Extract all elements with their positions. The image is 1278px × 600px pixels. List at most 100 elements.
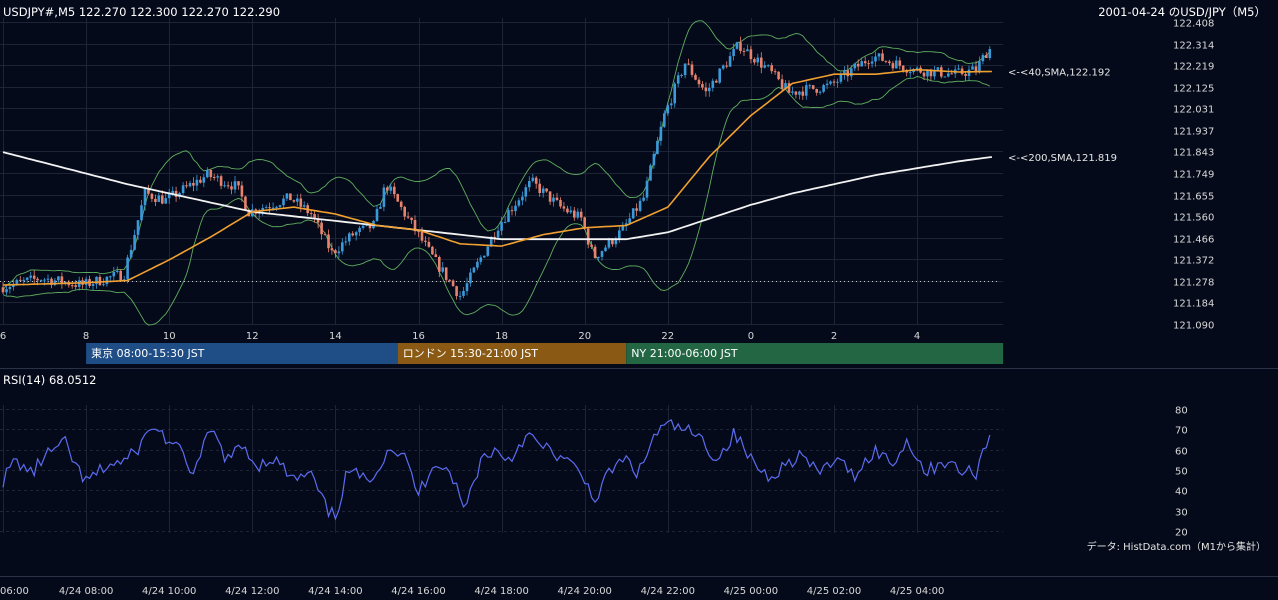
candle-body	[216, 176, 219, 178]
candle-body	[36, 278, 39, 281]
price-tick-label: 121.184	[1173, 299, 1214, 310]
candle-body	[593, 246, 597, 258]
time-tick-label: 4/25 00:00	[724, 586, 778, 597]
candle-body	[559, 200, 562, 207]
price-tick-label: 121.372	[1173, 256, 1214, 267]
candle-body	[244, 196, 247, 211]
candle-body	[663, 113, 666, 127]
candle-body	[223, 185, 226, 187]
candle-body	[957, 68, 960, 70]
candle-body	[604, 247, 607, 252]
candle-body	[486, 246, 490, 256]
sma40-line	[2, 68, 992, 286]
candle-body	[268, 207, 271, 209]
price-tick-label: 121.560	[1173, 213, 1214, 224]
price-panel: 122.408 122.314 122.219 122.125 122.031 121.9…	[0, 19, 1214, 342]
time-tick-label: 4/24 18:00	[474, 586, 528, 597]
candle-body	[264, 207, 268, 209]
candle-body	[597, 256, 600, 258]
candle-body	[929, 69, 933, 77]
candle-body	[704, 87, 708, 92]
candle-body	[237, 181, 240, 186]
candle-body	[666, 105, 670, 114]
candle-body	[240, 185, 244, 197]
candle-body	[278, 205, 282, 207]
candle-body	[853, 63, 857, 69]
candle-body	[749, 49, 753, 60]
candle-body	[756, 57, 760, 63]
hour-tick-label: 0	[748, 331, 754, 342]
candle-body	[451, 280, 455, 287]
rsi-line	[2, 419, 991, 521]
candle-body	[985, 55, 988, 58]
candle-body	[974, 66, 978, 72]
candle-body	[410, 217, 413, 220]
candle-body	[354, 232, 358, 236]
candle-body	[649, 165, 652, 181]
candle-body	[320, 222, 323, 235]
candle-body	[441, 267, 444, 272]
candle-body	[136, 220, 140, 235]
candle-body	[863, 61, 867, 64]
candle-body	[850, 68, 853, 77]
candle-body	[74, 285, 77, 287]
candle-body	[735, 42, 739, 49]
candle-body	[444, 267, 448, 280]
candle-body	[732, 48, 735, 57]
candle-body	[642, 197, 645, 201]
candle-body	[143, 188, 147, 206]
candle-body	[129, 249, 133, 258]
rsi-tick-label: 70	[1175, 426, 1188, 437]
candle-body	[493, 236, 496, 238]
candle-body	[621, 225, 625, 231]
candle-body	[555, 197, 559, 200]
candle-body	[815, 89, 818, 93]
price-tick-label: 121.090	[1173, 321, 1214, 332]
rsi-tick-label: 40	[1175, 487, 1188, 498]
candle-body	[652, 154, 656, 166]
candle-body	[524, 187, 528, 197]
candle-body	[766, 65, 770, 67]
candle-body	[763, 65, 766, 68]
price-tick-label: 122.408	[1173, 19, 1214, 30]
time-tick-label: 4/24 20:00	[557, 586, 611, 597]
candle-body	[801, 91, 805, 96]
candle-body	[521, 196, 524, 201]
candle-body	[573, 210, 576, 218]
candle-body	[70, 285, 74, 287]
price-tick-label: 122.314	[1173, 41, 1214, 52]
candle-body	[313, 214, 316, 219]
candle-body	[780, 79, 784, 89]
candle-body	[358, 227, 361, 233]
time-axis: 06:00 4/24 08:00 4/24 10:00 4/24 12:00 4/24 …	[0, 586, 944, 597]
candle-body	[393, 186, 396, 195]
candle-body	[150, 193, 154, 199]
candle-body	[579, 211, 583, 218]
price-tick-label: 121.749	[1173, 170, 1214, 181]
candle-body	[458, 295, 462, 297]
time-tick-label: 4/24 22:00	[641, 586, 695, 597]
candle-body	[455, 286, 458, 296]
candle-body	[697, 79, 701, 85]
candle-body	[507, 210, 510, 222]
candle-body	[538, 183, 541, 193]
candle-body	[981, 55, 985, 62]
candle-body	[157, 195, 161, 202]
candle-body	[545, 188, 548, 192]
hour-tick-label: 8	[83, 331, 89, 342]
candle-body	[417, 231, 420, 233]
session-block	[86, 343, 398, 364]
candle-body	[337, 251, 341, 254]
hour-tick-label: 4	[914, 331, 920, 342]
candle-body	[770, 65, 773, 72]
candle-body	[624, 223, 628, 226]
hour-tick-label: 20	[578, 331, 591, 342]
candle-body	[164, 198, 167, 204]
candle-body	[888, 61, 891, 64]
price-tick-label: 122.125	[1173, 84, 1214, 95]
candle-body	[614, 240, 618, 245]
candle-body	[206, 170, 209, 178]
candle-body	[299, 198, 303, 207]
candle-body	[947, 73, 950, 77]
